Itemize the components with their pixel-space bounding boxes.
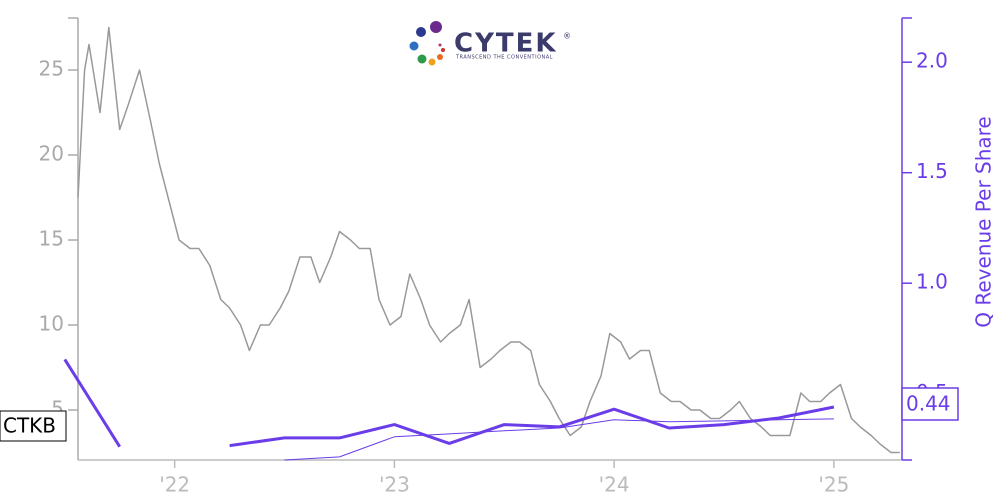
- logo-dot: [409, 41, 419, 51]
- logo-dot: [441, 48, 445, 52]
- x-tick-label: '24: [599, 473, 630, 497]
- series-label: CTKB: [3, 414, 56, 438]
- logo-dot: [430, 21, 442, 33]
- y-tick-label: 25: [39, 57, 64, 81]
- series-line: [284, 418, 834, 461]
- series-line: [77, 26, 900, 454]
- logo-text: CYTEK: [454, 29, 558, 59]
- y-tick-label: 20: [39, 142, 64, 166]
- x-tick-label: '25: [818, 473, 849, 497]
- series-label-box: [0, 410, 67, 442]
- logo-dot: [417, 54, 427, 64]
- y2-tick-label: 1.5: [916, 159, 948, 183]
- logo: CYTEK ® TRANSCEND THE CONVENTIONAL: [409, 21, 571, 66]
- logo-tagline: TRANSCEND THE CONVENTIONAL: [455, 55, 553, 61]
- x-tick-label: '23: [379, 473, 410, 497]
- last-value-box: [901, 387, 959, 421]
- y-tick-label: 10: [39, 312, 64, 336]
- x-tick-label: '22: [159, 473, 190, 497]
- y2-tick-label: 1.0: [916, 270, 948, 294]
- logo-mark: ®: [563, 32, 571, 41]
- y-tick-label: 15: [39, 227, 64, 251]
- series-line: [63, 358, 835, 448]
- y2-axis-label: Q Revenue Per Share: [972, 116, 996, 328]
- logo-dot: [416, 27, 426, 37]
- last-value-label: 0.44: [906, 392, 951, 416]
- logo-dot: [428, 58, 436, 66]
- logo-dot: [437, 54, 443, 60]
- logo-dot: [438, 43, 442, 47]
- y2-tick-label: 2.0: [916, 49, 948, 73]
